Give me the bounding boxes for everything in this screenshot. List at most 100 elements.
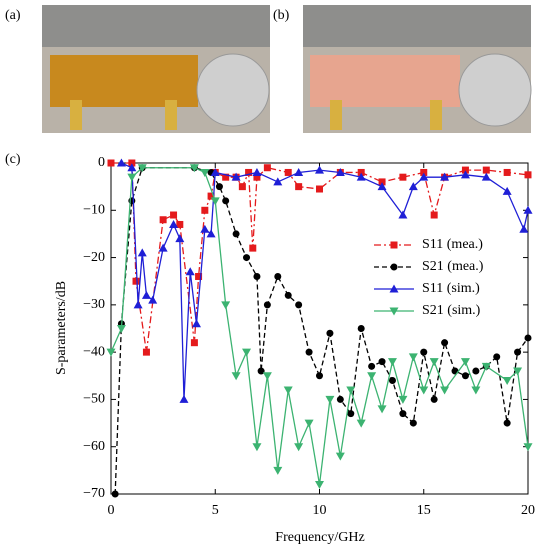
marker [514,348,522,356]
marker [346,386,356,395]
marker [106,348,116,357]
marker [195,272,203,280]
marker [419,386,429,395]
marker [357,168,365,176]
marker [222,197,230,205]
marker [336,395,344,403]
marker [524,171,532,179]
marker [190,339,198,347]
marker [175,234,185,243]
x-tick-label: 10 [313,503,327,518]
series [106,164,533,490]
marker [481,362,491,371]
marker [356,419,366,428]
marker [252,167,262,176]
y-tick-label: 0 [98,155,105,170]
marker [189,164,199,173]
legend-label: S21 (sim.) [422,303,481,318]
x-tick-label: 5 [212,503,219,518]
marker [367,372,377,381]
marker [159,216,167,224]
marker [429,358,439,367]
marker [294,443,304,452]
marker [315,165,324,174]
marker [294,167,304,176]
marker [471,386,481,395]
y-tick-label: −40 [83,344,105,359]
marker [368,362,376,370]
marker [503,419,511,427]
panel-label: (b) [273,8,290,23]
marker [283,386,293,395]
legend-label: S11 (mea.) [422,237,483,252]
marker [222,173,230,181]
marker [210,197,220,206]
marker [356,172,366,181]
marker [513,367,523,376]
marker [523,205,533,214]
marker [263,164,271,172]
marker [461,166,469,174]
y-tick-label: −60 [83,439,105,454]
marker [185,267,195,276]
marker [242,348,252,357]
legend-marker [389,307,399,316]
marker [430,395,438,403]
marker [252,443,262,452]
marker [472,367,480,375]
marker [179,394,189,403]
series [107,159,532,356]
series-line [114,167,529,495]
marker [263,301,271,309]
marker [304,419,314,428]
marker [249,244,257,252]
marker [347,410,355,418]
marker [387,358,397,367]
x-tick-label: 20 [521,503,535,518]
marker [243,254,251,262]
marker [461,372,469,380]
x-axis-label: Frequency/GHz [275,530,364,545]
x-tick-label: 15 [417,503,431,518]
marker [315,481,324,490]
marker [206,229,216,238]
marker [273,466,283,475]
marker [238,183,246,191]
marker [137,164,147,173]
marker [132,277,140,285]
legend-marker [390,241,398,249]
marker [305,348,313,356]
marker [295,183,303,191]
marker [200,168,210,177]
marker [408,353,418,362]
marker [440,172,450,181]
marker [221,301,231,310]
marker [133,300,143,309]
marker [399,173,407,181]
marker [409,419,417,427]
marker [502,186,512,195]
marker [460,358,470,367]
marker [191,319,201,328]
photo-a [42,5,270,133]
y-axis-label: S-parameters/dB [54,281,69,375]
marker [325,395,335,404]
marker [245,168,253,176]
marker [284,168,292,176]
series [116,158,533,403]
marker [262,372,272,381]
marker [127,163,137,172]
marker [107,159,115,167]
marker [201,206,209,214]
panel-label: (a) [5,8,21,23]
x-tick-label: 0 [108,503,115,518]
marker [253,173,261,181]
marker [284,291,292,299]
marker [378,358,386,366]
marker [137,248,147,257]
marker [295,301,303,309]
marker [460,170,470,179]
marker [176,220,184,228]
marker [200,224,210,233]
marker [257,367,265,375]
